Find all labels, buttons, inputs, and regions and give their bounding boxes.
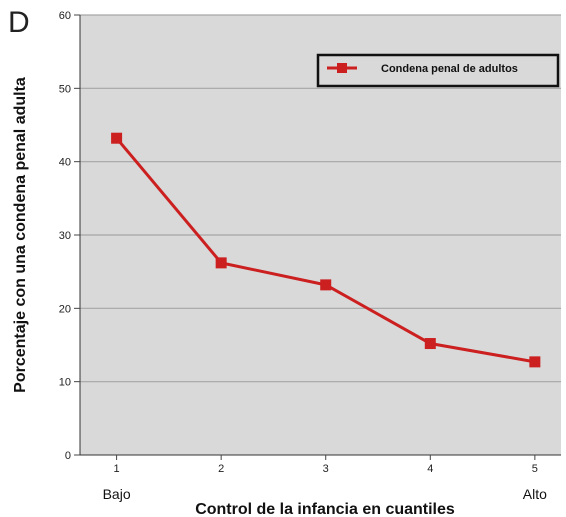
y-tick-label: 40: [59, 157, 71, 169]
data-point: [424, 338, 436, 350]
x-extra-label-low: Bajo: [103, 486, 131, 502]
data-point: [111, 132, 123, 144]
legend-box: [316, 53, 560, 88]
x-tick-label: 2: [218, 463, 224, 475]
panel-label: D: [8, 6, 30, 39]
y-tick-label: 50: [59, 83, 71, 95]
grid-lines: [80, 14, 561, 383]
y-tick-label: 20: [59, 303, 71, 315]
x-tick-label: 5: [532, 463, 538, 475]
x-tick-label: 4: [427, 463, 433, 475]
y-tick-label: 30: [59, 230, 71, 242]
legend: Condena penal de adultos: [316, 53, 560, 88]
y-axis-ticks: 0 10 20 30 40 50 60: [59, 10, 80, 462]
y-tick-label: 10: [59, 377, 71, 389]
y-tick-label: 60: [59, 10, 71, 22]
x-tick-label: 3: [323, 463, 329, 475]
data-point: [529, 356, 541, 368]
legend-marker: [337, 63, 347, 73]
x-axis-title: Control de la infancia en cuantiles: [195, 501, 455, 517]
x-axis-ticks: 1 2 3 4 5 Bajo Alto: [103, 455, 547, 502]
x-extra-label-high: Alto: [523, 486, 547, 502]
y-tick-label: 0: [65, 450, 71, 462]
x-tick-label: 1: [114, 463, 120, 475]
data-point: [215, 257, 227, 269]
y-axis-title: Porcentaje con una condena penal adulta: [12, 77, 29, 393]
series-group: [111, 132, 541, 368]
legend-label: Condena penal de adultos: [381, 63, 518, 75]
data-point: [320, 279, 332, 291]
